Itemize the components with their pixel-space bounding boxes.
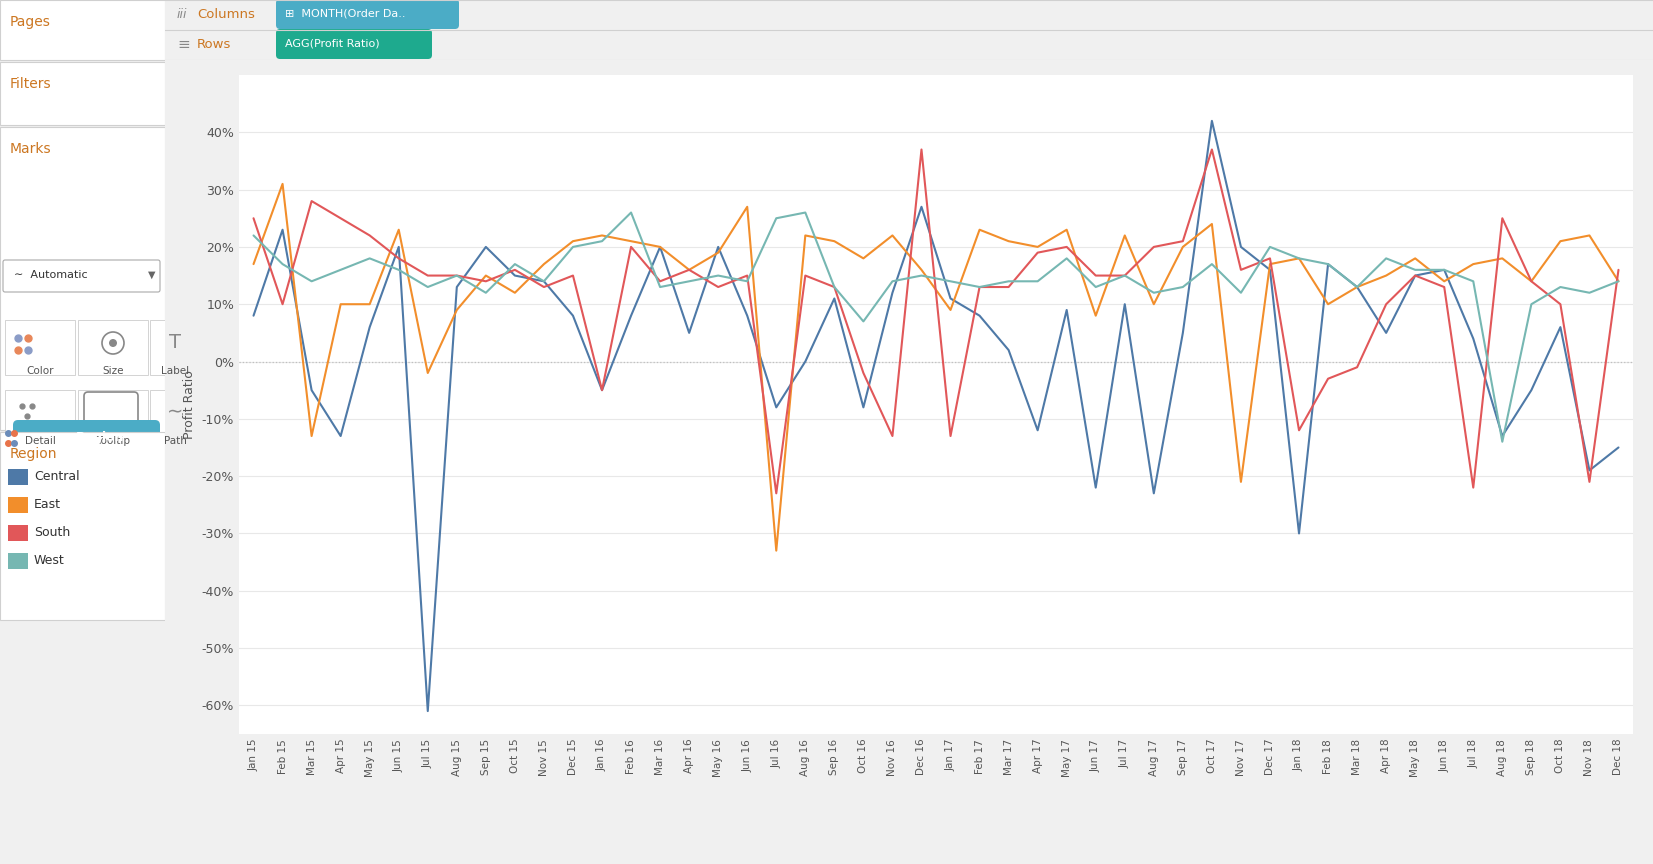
Text: Filters: Filters (10, 77, 51, 91)
Text: Size: Size (102, 366, 124, 376)
Text: ∼  Automatic: ∼ Automatic (13, 270, 88, 280)
Bar (78, 320, 149, 375)
Text: Region: Region (76, 430, 124, 443)
Text: iii: iii (177, 9, 187, 22)
Bar (150, 320, 210, 375)
Text: Pages: Pages (10, 15, 51, 29)
Text: T: T (169, 334, 180, 353)
Text: Detail: Detail (25, 436, 56, 446)
Text: Columns: Columns (197, 9, 255, 22)
Bar (8, 497, 28, 513)
Text: ∼: ∼ (167, 403, 183, 422)
Text: Tooltip: Tooltip (96, 436, 131, 446)
Bar (0, 0, 165, 60)
FancyBboxPatch shape (3, 260, 160, 292)
Bar (8, 525, 28, 541)
Bar (5, 320, 74, 375)
Text: Central: Central (35, 471, 79, 484)
Text: ≡: ≡ (177, 37, 190, 53)
Circle shape (109, 339, 117, 347)
Text: ▼: ▼ (149, 270, 155, 280)
Bar (8, 553, 28, 569)
Bar (0, 62, 165, 125)
Text: Path: Path (164, 436, 187, 446)
FancyBboxPatch shape (13, 420, 160, 454)
Bar (0, 127, 165, 430)
Bar (5, 390, 74, 445)
Text: Color: Color (26, 366, 55, 376)
Text: South: South (35, 526, 69, 539)
FancyBboxPatch shape (276, 0, 460, 29)
Bar (0, 432, 165, 620)
Text: Marks: Marks (10, 142, 51, 156)
Bar (8, 469, 28, 485)
Text: West: West (35, 555, 64, 568)
Bar (78, 390, 149, 445)
Text: ⊞  MONTH(Order Da..: ⊞ MONTH(Order Da.. (284, 9, 405, 19)
Y-axis label: Profit Ratio: Profit Ratio (183, 370, 197, 439)
Text: Region: Region (10, 447, 58, 461)
Text: Label: Label (160, 366, 188, 376)
FancyBboxPatch shape (276, 29, 431, 59)
Text: East: East (35, 499, 61, 511)
Text: Rows: Rows (197, 39, 231, 52)
Text: AGG(Profit Ratio): AGG(Profit Ratio) (284, 39, 380, 49)
Bar (150, 390, 210, 445)
